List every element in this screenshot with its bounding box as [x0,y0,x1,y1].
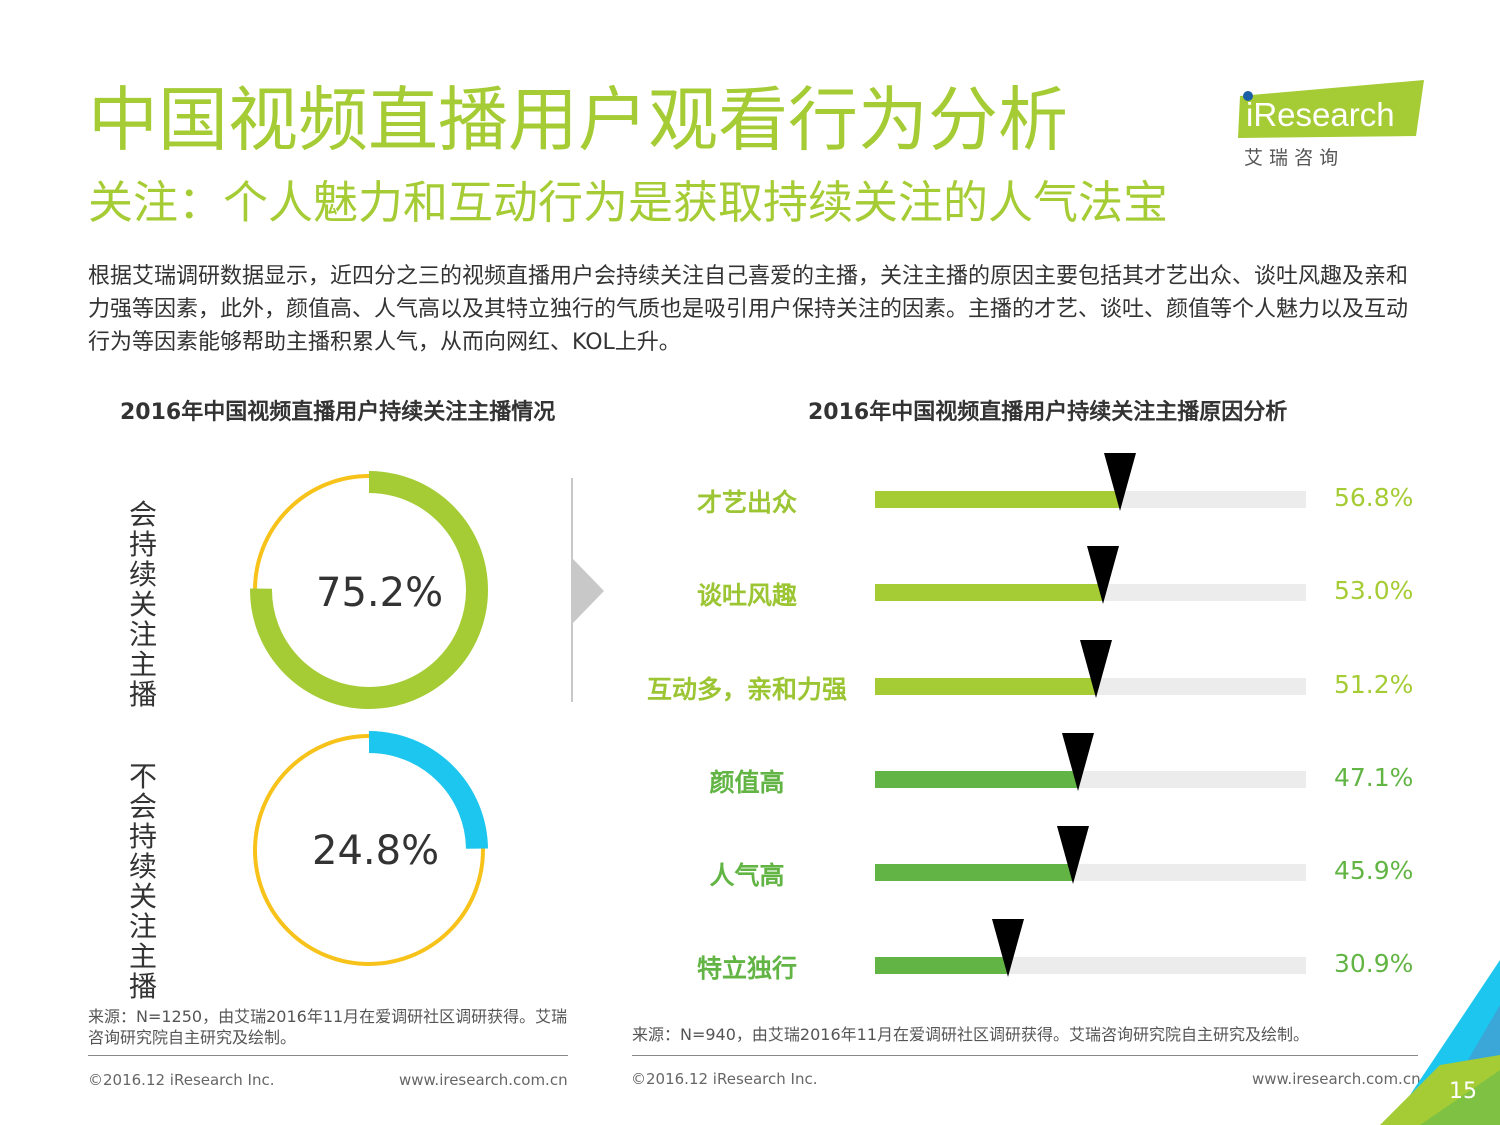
iresearch-logo: iResearch 艾 瑞 咨 询 [1238,78,1428,170]
logo-graphic: iResearch 艾 瑞 咨 询 [1238,80,1424,169]
bar-value-label: 51.2% [1334,670,1414,699]
bar-fill [875,771,1078,788]
bar-marker-triangle [992,919,1025,977]
bar-marker-triangle [1062,733,1094,791]
left-website: www.iresearch.com.cn [399,1071,568,1089]
corner-decoration [1380,960,1500,1125]
bar-fill [875,678,1096,695]
bar-fill [875,957,1009,974]
bar-fill [875,584,1104,601]
bar-fill [875,491,1120,508]
right-copyright: ©2016.12 iResearch Inc. [631,1070,818,1088]
bar-marker-triangle [1079,640,1112,698]
bar-track [875,771,1306,788]
bar-fill [875,864,1073,881]
right-chart-title: 2016年中国视频直播用户持续关注主播原因分析 [808,400,1288,425]
page-number: 15 [1449,1079,1477,1104]
donut-1-value-arc [250,471,488,709]
page-subtitle: 关注：个人魅力和互动行为是获取持续关注的人气法宝 [88,176,1169,229]
donut-2-value-arc [368,731,488,850]
page-title: 中国视频直播用户观看行为分析 [88,79,1068,161]
right-source-note: 来源：N=940，由艾瑞2016年11月在爱调研社区调研获得。艾瑞咨询研究院自主… [632,1025,1309,1044]
donut-1-value: 75.2% [316,570,444,616]
bar-marker-triangle [1087,546,1120,604]
bar-marker-triangle [1056,826,1089,884]
chevron-right-icon [572,558,604,624]
bar-category-label: 人气高 [709,861,785,890]
bar-track [875,957,1306,974]
donut-1-label: 会持续关注主播 [128,498,157,711]
bar-value-label: 30.9% [1334,949,1414,978]
bar-category-label: 颜值高 [709,768,785,797]
donut-chart-continue [250,471,488,709]
right-website: www.iresearch.com.cn [1252,1070,1421,1088]
bar-value-label: 45.9% [1334,856,1414,885]
bar-value-label: 53.0% [1334,576,1414,605]
intro-paragraph: 根据艾瑞调研数据显示，近四分之三的视频直播用户会持续关注自己喜爱的主播，关注主播… [88,264,1409,355]
donut-chart-not-continue [253,731,488,966]
bar-track [875,678,1306,695]
bar-category-label: 谈吐风趣 [696,581,797,610]
bar-value-label: 47.1% [1334,763,1414,792]
donut-2-label: 不会持续关注主播 [128,760,157,1003]
donut-charts [250,471,488,966]
left-chart-title: 2016年中国视频直播用户持续关注主播情况 [120,400,556,425]
right-footer-rule [632,1055,1418,1056]
donut-2-track-ring [253,734,485,966]
left-source-note: 来源：N=1250，由艾瑞2016年11月在爱调研社区调研获得。艾瑞咨询研究院自… [88,1007,568,1047]
left-copyright: ©2016.12 iResearch Inc. [88,1071,275,1089]
left-footer-rule [88,1055,568,1056]
bar-category-label: 互动多，亲和力强 [646,675,847,704]
bar-value-label: 56.8% [1334,483,1414,512]
logo-subtext: 艾 瑞 咨 询 [1244,147,1338,169]
bar-track [875,584,1306,601]
bar-track [875,491,1306,508]
logo-text: iResearch [1246,96,1395,133]
bar-marker-triangle [1103,453,1136,511]
bar-track [875,864,1306,881]
bar-category-label: 特立独行 [696,954,797,983]
bar-category-label: 才艺出众 [696,488,797,517]
donut-2-value: 24.8% [312,828,440,874]
